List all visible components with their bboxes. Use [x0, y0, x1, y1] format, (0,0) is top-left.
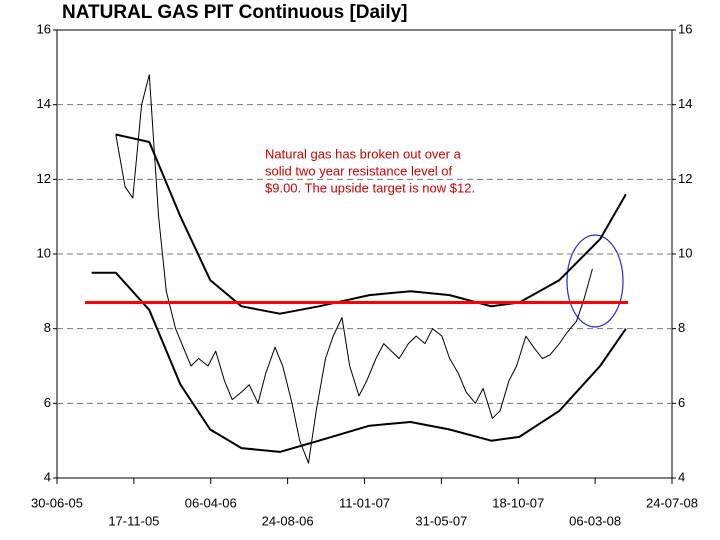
- highlight-ellipse: [566, 234, 624, 328]
- y-tick-label: 8: [44, 320, 51, 335]
- x-tick-label: 24-07-08: [646, 495, 698, 510]
- x-tick-label: 06-04-06: [185, 495, 237, 510]
- x-tick-label: 17-11-05: [108, 513, 159, 528]
- y2-tick-label: 10: [678, 245, 692, 260]
- y-tick-label: 12: [37, 171, 51, 186]
- chart-title: NATURAL GAS PIT Continuous [Daily]: [62, 2, 408, 23]
- annotation: $9.00. The upside target is now $12.: [265, 180, 475, 195]
- y2-tick-label: 14: [678, 96, 692, 111]
- x-tick-label: 24-08-06: [262, 513, 314, 528]
- y-tick-label: 14: [37, 96, 51, 111]
- series-line: [115, 74, 593, 464]
- x-tick-label: 11-01-07: [339, 495, 390, 510]
- annotation: solid two year resistance level of: [265, 163, 453, 178]
- y-tick-label: 16: [37, 21, 51, 36]
- y2-tick-label: 12: [678, 171, 692, 186]
- series-line: [115, 133, 627, 315]
- y-tick-label: 4: [44, 469, 51, 484]
- y-tick-label: 6: [44, 395, 51, 410]
- x-tick-label: 30-06-05: [31, 495, 83, 510]
- y-tick-label: 10: [37, 245, 51, 260]
- annotation: Natural gas has broken out over a: [265, 146, 462, 161]
- x-tick-label: 18-10-07: [492, 495, 544, 510]
- y2-tick-label: 4: [678, 469, 685, 484]
- y2-tick-label: 6: [678, 395, 685, 410]
- y2-tick-label: 8: [678, 320, 685, 335]
- series-line: [91, 271, 627, 453]
- y2-tick-label: 16: [678, 21, 692, 36]
- x-tick-label: 06-03-08: [569, 513, 621, 528]
- x-tick-label: 31-05-07: [415, 513, 467, 528]
